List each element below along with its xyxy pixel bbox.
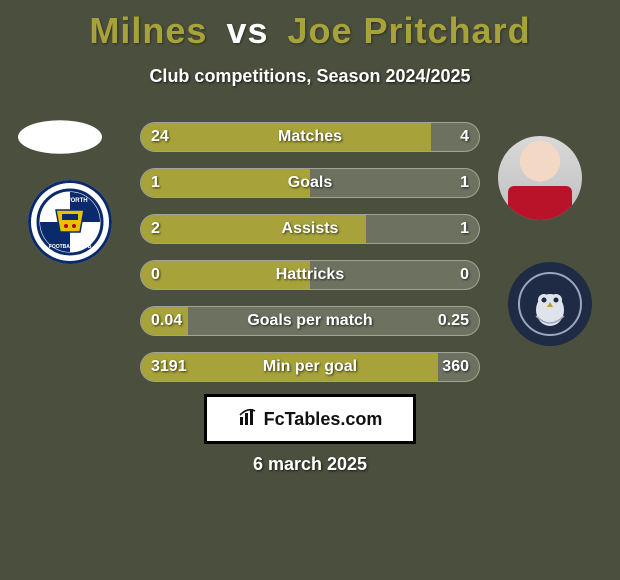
stat-value-right: 1 (460, 168, 469, 198)
stat-bar-left (141, 169, 310, 197)
vs-label: vs (226, 10, 268, 51)
player1-avatar (18, 120, 102, 154)
watermark-text: FcTables.com (264, 409, 383, 430)
stat-value-right: 0.25 (438, 306, 469, 336)
stat-bar-left (141, 123, 431, 151)
stat-value-left: 1 (151, 168, 160, 198)
stat-value-right: 1 (460, 214, 469, 244)
stat-bars: 24Matches4 1Goals1 2Assists1 0Hattricks0 0.0… (140, 122, 480, 398)
stat-bar-left (141, 215, 366, 243)
stat-bar-right (310, 169, 479, 197)
stat-row: 0Hattricks0 (140, 260, 480, 290)
player2-avatar (498, 136, 582, 220)
player1-name: Milnes (89, 10, 207, 51)
date-label: 6 march 2025 (0, 454, 620, 475)
stat-bar-left (141, 261, 310, 289)
stat-bar-right (188, 307, 479, 335)
stat-bar-right (431, 123, 479, 151)
svg-text:FOOTBALL CLUB: FOOTBALL CLUB (49, 244, 92, 250)
stat-value-left: 0 (151, 260, 160, 290)
stat-value-right: 360 (442, 352, 469, 382)
stat-value-right: 0 (460, 260, 469, 290)
tamworth-crest-icon: TAMWORTH FOOTBALL CLUB (36, 188, 104, 256)
subtitle: Club competitions, Season 2024/2025 (0, 66, 620, 87)
page-title: Milnes vs Joe Pritchard (0, 0, 620, 52)
stat-row: 0.04Goals per match0.25 (140, 306, 480, 336)
comparison-infographic: Milnes vs Joe Pritchard Club competition… (0, 0, 620, 580)
stat-row: 2Assists1 (140, 214, 480, 244)
stat-row: 24Matches4 (140, 122, 480, 152)
stat-value-right: 4 (460, 122, 469, 152)
club2-crest (508, 262, 592, 346)
club1-crest: TAMWORTH FOOTBALL CLUB (28, 180, 112, 264)
stat-bar-right (310, 261, 479, 289)
chart-icon (238, 407, 258, 432)
stat-row: 3191Min per goal360 (140, 352, 480, 382)
stat-row: 1Goals1 (140, 168, 480, 198)
stat-value-left: 24 (151, 122, 169, 152)
svg-text:TAMWORTH: TAMWORTH (52, 198, 87, 204)
stat-value-left: 2 (151, 214, 160, 244)
player2-name: Joe Pritchard (288, 10, 531, 51)
stat-value-left: 3191 (151, 352, 187, 382)
oldham-crest-icon (518, 272, 582, 336)
watermark: FcTables.com (204, 394, 416, 444)
stat-value-left: 0.04 (151, 306, 182, 336)
